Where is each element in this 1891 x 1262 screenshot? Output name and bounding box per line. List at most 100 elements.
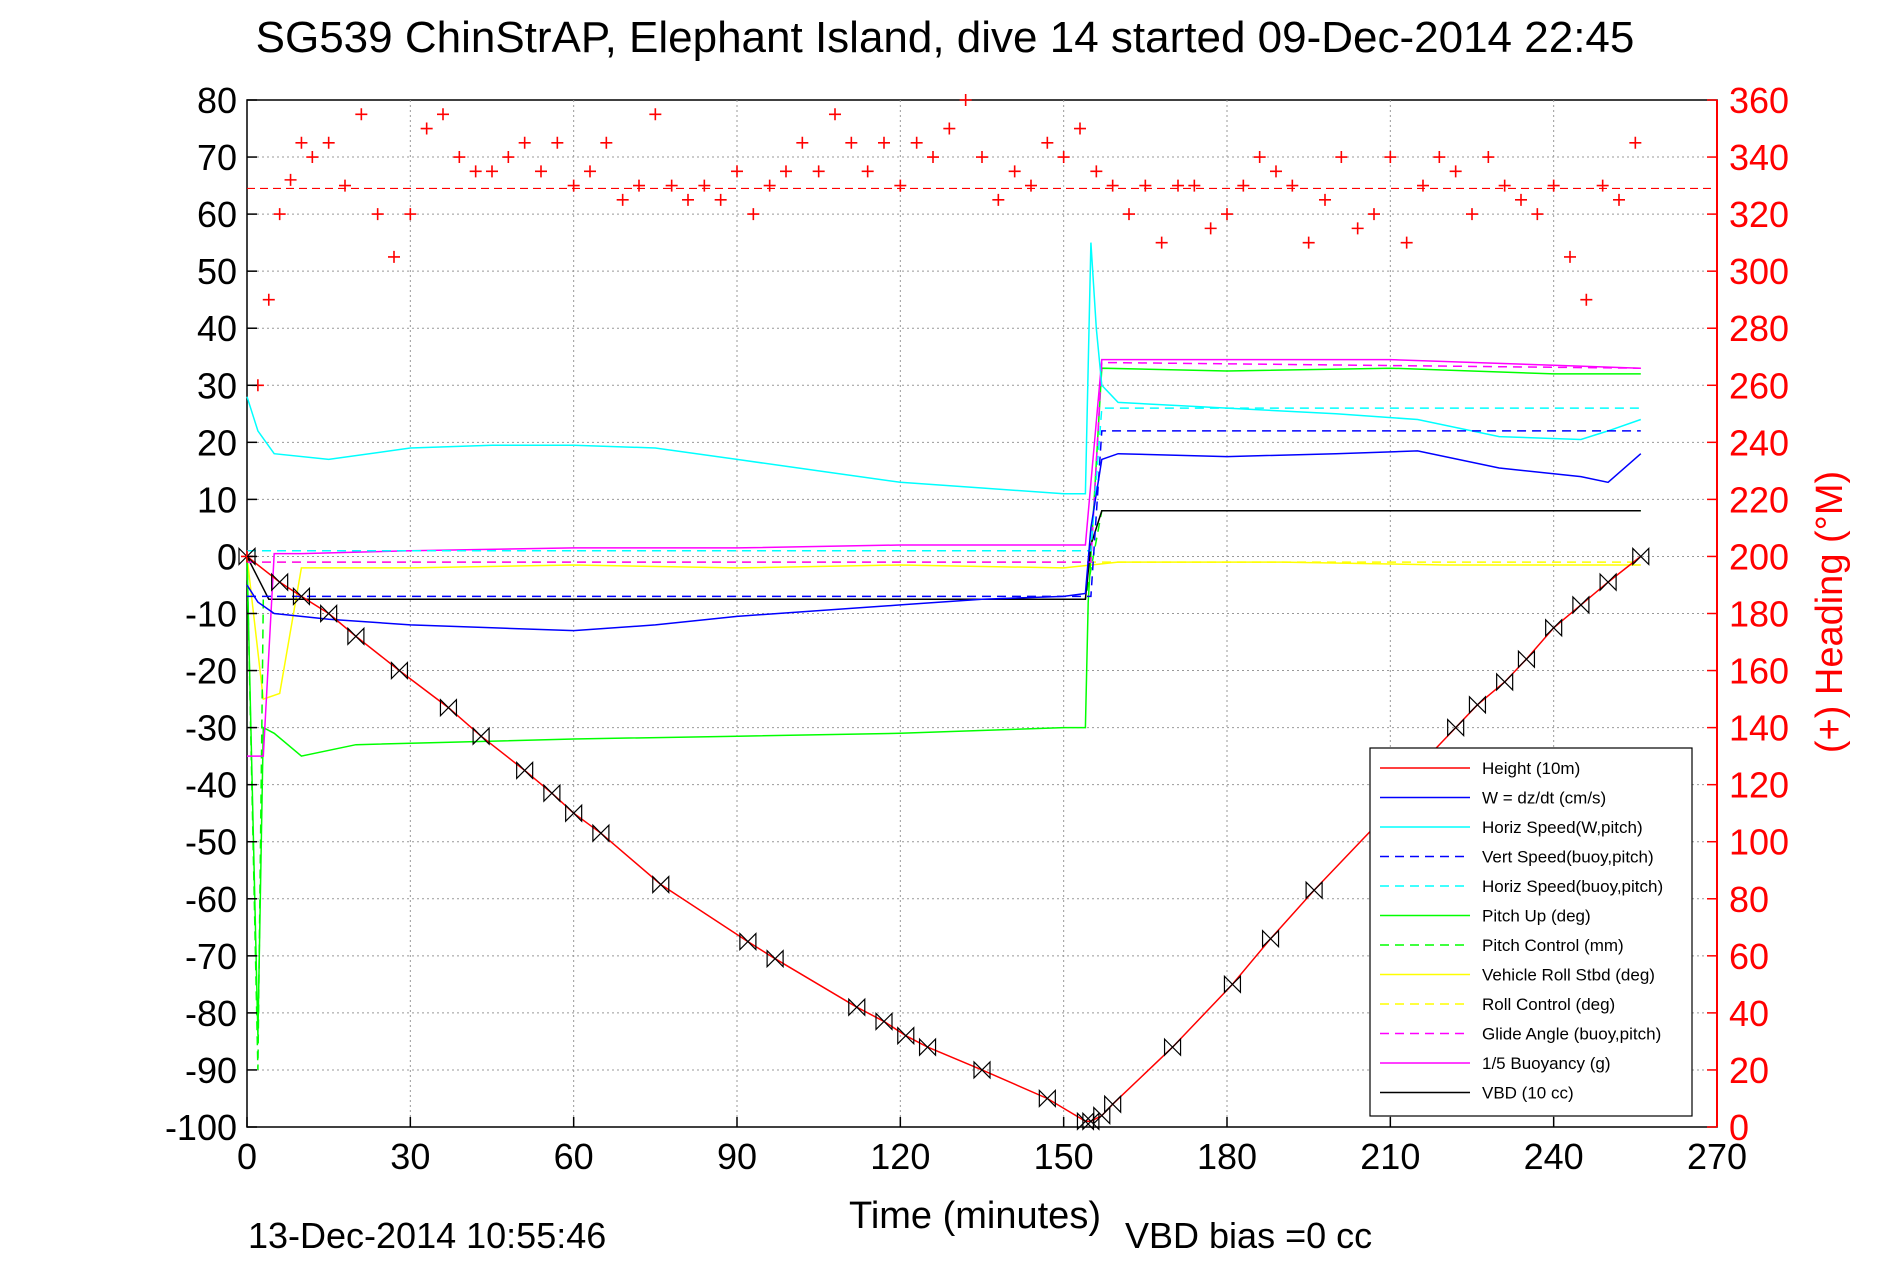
heading-point [1384, 151, 1397, 164]
y-tick-label-right: 160 [1729, 651, 1789, 692]
y-tick-label-right: 200 [1729, 536, 1789, 577]
heading-point [388, 250, 400, 263]
y-tick-label-left: 40 [197, 308, 237, 349]
heading-point [1466, 208, 1478, 221]
heading-point [992, 193, 1005, 206]
y-tick-label-right: 20 [1729, 1050, 1769, 1091]
heading-point [698, 179, 711, 192]
heading-point [731, 165, 743, 178]
series-line [246, 510, 1641, 600]
heading-point [1531, 208, 1544, 221]
series-1-5-buoyancy-g [247, 358, 1641, 757]
heading-point [306, 151, 319, 164]
heading-point [1515, 193, 1527, 206]
series-horiz-speed-w-pitch [246, 242, 1642, 495]
height-point [1447, 718, 1465, 738]
y-tick-label-right: 40 [1729, 993, 1769, 1034]
height-point [1599, 572, 1617, 592]
heading-point [1302, 236, 1315, 249]
series-line [247, 361, 1641, 563]
series-glide-angle-buoy-pitch [247, 361, 1641, 563]
height-point [565, 803, 583, 823]
series-horiz-speed-buoy-pitch [247, 407, 1641, 552]
y-tick-label-left: 30 [197, 365, 237, 406]
heading-point [812, 165, 825, 178]
y-tick-label-right: 80 [1729, 879, 1769, 920]
y-tick-label-left: 50 [197, 251, 237, 292]
legend-label: Roll Control (deg) [1482, 995, 1615, 1014]
y-tick-label-right: 340 [1729, 137, 1789, 178]
heading-point [943, 122, 956, 135]
heading-point [551, 136, 564, 149]
y-tick-label-right: 180 [1729, 594, 1789, 635]
heading-point [535, 165, 547, 178]
y-tick-label-left: -50 [185, 822, 237, 863]
height-point [739, 932, 757, 952]
height-point [516, 760, 534, 780]
heading-point [1106, 179, 1119, 192]
series-w-dz-dt-cm-s [246, 450, 1642, 632]
height-point [238, 546, 256, 566]
y-tick-label-left: -90 [185, 1050, 237, 1091]
series-line [246, 450, 1642, 632]
heading-point [1547, 179, 1560, 192]
height-point [652, 875, 670, 894]
heading-point [1580, 293, 1593, 306]
y-tick-label-right: 280 [1729, 308, 1789, 349]
heading-point [714, 193, 727, 206]
heading-point [1368, 208, 1380, 221]
heading-point [665, 179, 678, 192]
legend-label: Height (10m) [1482, 759, 1580, 778]
heading-point [339, 179, 351, 192]
legend-label: Pitch Up (deg) [1482, 907, 1591, 926]
height-point [1468, 695, 1487, 715]
heading-point [355, 108, 368, 121]
x-tick-label: 60 [554, 1136, 594, 1177]
height-point [973, 1060, 991, 1080]
heading-point [780, 165, 792, 178]
heading-point [633, 179, 645, 192]
heading-point [1025, 179, 1037, 192]
legend-label: Horiz Speed(buoy,pitch) [1482, 877, 1663, 896]
heading-point [322, 136, 335, 149]
height-point [848, 997, 866, 1017]
series-vehicle-roll-stbd-deg [246, 556, 1641, 701]
series-line [247, 430, 1641, 598]
heading-point [829, 108, 841, 121]
x-tick-label: 240 [1524, 1136, 1584, 1177]
height-point [1545, 618, 1563, 638]
heading-point [284, 173, 297, 186]
legend-box [1369, 747, 1693, 1117]
y-tick-label-right: 360 [1729, 80, 1789, 121]
y-tick-label-left: 10 [197, 479, 237, 520]
height-point [1305, 880, 1323, 900]
height-point [271, 572, 289, 592]
height-point [918, 1037, 937, 1057]
footer-vbd-bias: VBD bias =0 cc [1125, 1215, 1372, 1256]
heading-point [1123, 208, 1135, 221]
height-point [1038, 1089, 1056, 1108]
heading-point [1221, 208, 1233, 221]
heading-point [976, 151, 988, 164]
heading-point [649, 108, 662, 121]
height-point [875, 1012, 893, 1031]
y-tick-label-left: -60 [185, 879, 237, 920]
height-point [766, 949, 784, 969]
heading-point [469, 165, 482, 178]
heading-point [1172, 179, 1184, 192]
heading-point [453, 151, 466, 164]
series-vert-speed-buoy-pitch [247, 430, 1641, 598]
heading-point [861, 165, 874, 178]
y-tick-label-right: 240 [1729, 422, 1789, 463]
heading-point [1041, 136, 1054, 149]
y-tick-label-right: 320 [1729, 194, 1789, 235]
heading-point [1204, 222, 1217, 235]
heading-point [1286, 179, 1299, 192]
heading-point [518, 136, 531, 149]
height-point [1572, 595, 1590, 615]
series-height-10m [238, 546, 1650, 1131]
y-tick-label-right: 0 [1729, 1107, 1749, 1148]
series-heading [241, 94, 1642, 563]
heading-point [567, 179, 580, 192]
heading-point [1564, 250, 1576, 263]
